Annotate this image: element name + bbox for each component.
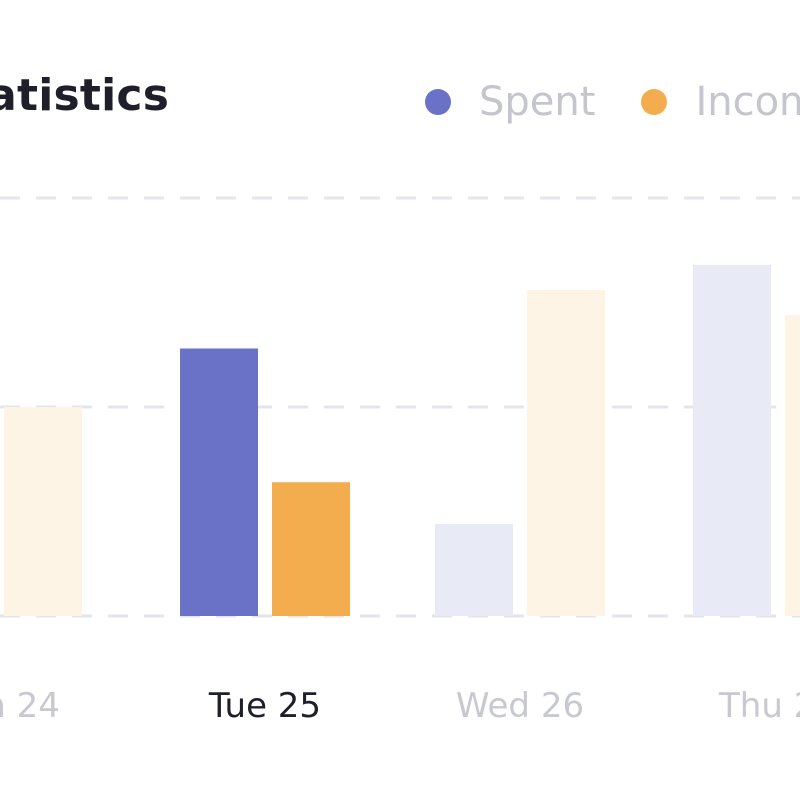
bar-income-tue-25[interactable]: [272, 482, 350, 616]
x-tick-label-thu-27[interactable]: Thu 27: [718, 686, 800, 726]
legend-label-income: Income: [695, 79, 800, 125]
legend-label-spent: Spent: [479, 79, 596, 125]
legend-dot-income: [641, 89, 668, 115]
chart-title: Statistics: [0, 70, 170, 121]
x-tick-label-wed-26[interactable]: Wed 26: [456, 686, 584, 726]
x-tick-label-tue-25[interactable]: Tue 25: [208, 686, 321, 726]
bar-spent-thu-27[interactable]: [693, 264, 771, 616]
legend-item-spent[interactable]: Spent: [425, 78, 595, 126]
x-tick-label-mon-24[interactable]: Mon 24: [0, 686, 60, 726]
bar-income-mon-24[interactable]: [4, 407, 82, 616]
legend-item-income[interactable]: Income: [641, 78, 800, 126]
bar-spent-tue-25[interactable]: [180, 348, 258, 616]
bar-income-wed-26[interactable]: [527, 289, 605, 616]
bar-spent-wed-26[interactable]: [435, 524, 513, 616]
bar-income-thu-27[interactable]: [785, 315, 800, 616]
legend-dot-spent: [425, 89, 451, 115]
chart-legend: Spent Income: [425, 78, 800, 126]
